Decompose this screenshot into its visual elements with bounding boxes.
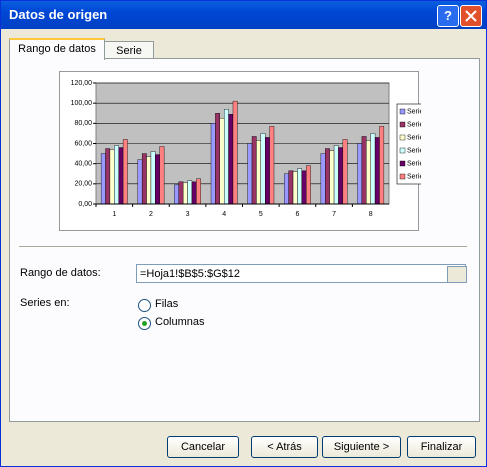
bar bbox=[342, 139, 348, 205]
bar bbox=[114, 145, 119, 205]
bar bbox=[297, 168, 303, 205]
bar bbox=[325, 148, 330, 205]
bar bbox=[320, 153, 326, 205]
collapse-button[interactable] bbox=[447, 266, 467, 283]
legend-swatch bbox=[399, 108, 406, 115]
button[interactable]: Finalizar bbox=[407, 436, 476, 458]
title-bar: Datos de origen ? bbox=[1, 1, 486, 29]
bar bbox=[109, 149, 115, 205]
bar bbox=[105, 148, 111, 205]
x-tick-label: 1 bbox=[112, 211, 116, 218]
tab[interactable]: Rango de datos bbox=[9, 38, 105, 60]
legend-label: Serie3 bbox=[407, 134, 421, 141]
bar bbox=[141, 153, 147, 205]
bar bbox=[100, 153, 106, 205]
bar bbox=[215, 113, 220, 205]
y-tick-label: 80,00 bbox=[74, 120, 92, 127]
bar bbox=[228, 114, 234, 205]
radio-label[interactable]: Filas bbox=[155, 298, 179, 310]
bar bbox=[292, 171, 298, 205]
window-title: Datos de origen bbox=[9, 7, 108, 22]
bar bbox=[374, 137, 380, 205]
chart: 0,00 20,00 40,00 60,00 80,00 100,00 120,00 1 2 3 4… bbox=[71, 80, 421, 218]
bar bbox=[118, 147, 124, 205]
bar bbox=[155, 154, 160, 205]
y-tick-label: 100,00 bbox=[71, 100, 93, 107]
bar bbox=[288, 170, 294, 205]
range-label: Rango de datos: bbox=[20, 267, 101, 279]
help-button[interactable]: ? bbox=[437, 5, 459, 27]
bar bbox=[232, 100, 238, 205]
bar bbox=[191, 181, 197, 205]
bar bbox=[265, 137, 270, 205]
legend-box bbox=[396, 103, 421, 185]
legend-swatch bbox=[399, 160, 406, 167]
legend-swatch bbox=[399, 134, 406, 141]
button[interactable]: < Atrás bbox=[251, 436, 318, 458]
x-tick-label: 6 bbox=[295, 211, 299, 218]
bar bbox=[223, 109, 229, 205]
legend-label: Serie6 bbox=[407, 173, 421, 180]
bar bbox=[379, 126, 385, 205]
radio[interactable] bbox=[138, 299, 151, 312]
series-in-label: Series en: bbox=[20, 297, 70, 309]
range-input[interactable]: =Hoja1!$B$5:$G$12 bbox=[136, 264, 466, 283]
radio-dot bbox=[142, 321, 147, 326]
legend-label: Serie1 bbox=[407, 108, 421, 115]
y-tick-label: 0,00 bbox=[78, 201, 92, 208]
tab[interactable]: Serie bbox=[104, 41, 154, 60]
x-tick-label: 3 bbox=[186, 211, 190, 218]
bar bbox=[219, 118, 225, 205]
x-tick-label: 8 bbox=[369, 211, 373, 218]
bar bbox=[182, 182, 188, 205]
bar bbox=[366, 140, 371, 205]
bar bbox=[178, 181, 184, 205]
bar bbox=[247, 143, 253, 205]
bar bbox=[370, 133, 376, 205]
bar bbox=[174, 184, 179, 205]
bar bbox=[329, 150, 335, 205]
legend-swatch bbox=[399, 121, 406, 128]
bar bbox=[159, 146, 165, 205]
close-icon bbox=[465, 10, 477, 22]
bar bbox=[338, 147, 344, 205]
legend-label: Serie5 bbox=[407, 160, 421, 167]
button[interactable]: Cancelar bbox=[167, 436, 239, 458]
bar bbox=[306, 165, 311, 205]
bar bbox=[361, 136, 367, 205]
radio[interactable] bbox=[138, 317, 151, 330]
bar bbox=[260, 133, 266, 205]
y-tick-label: 20,00 bbox=[74, 181, 92, 188]
separator bbox=[19, 246, 467, 248]
bar bbox=[122, 139, 128, 205]
x-tick-label: 7 bbox=[332, 211, 336, 218]
x-tick-label: 2 bbox=[149, 211, 153, 218]
bar bbox=[256, 140, 262, 205]
x-tick-label: 5 bbox=[259, 211, 263, 218]
legend-label: Serie4 bbox=[407, 147, 421, 154]
bar bbox=[251, 136, 257, 205]
legend-swatch bbox=[399, 173, 406, 180]
x-tick-label: 4 bbox=[222, 211, 226, 218]
bar bbox=[196, 178, 201, 205]
legend-swatch bbox=[399, 147, 406, 154]
bar bbox=[301, 170, 307, 205]
bar bbox=[269, 126, 275, 205]
button[interactable]: Siguiente > bbox=[322, 436, 401, 458]
radio-label[interactable]: Columnas bbox=[155, 316, 205, 328]
bar bbox=[210, 123, 216, 205]
bar bbox=[333, 145, 339, 205]
close-button[interactable] bbox=[460, 5, 482, 27]
y-tick-label: 120,00 bbox=[71, 80, 93, 87]
bar bbox=[146, 156, 152, 205]
y-tick-label: 40,00 bbox=[74, 161, 92, 168]
bar bbox=[357, 143, 363, 205]
legend-label: Serie2 bbox=[407, 121, 421, 128]
bar bbox=[284, 173, 289, 205]
bar bbox=[187, 180, 193, 205]
y-tick-label: 60,00 bbox=[74, 140, 92, 147]
bar bbox=[150, 151, 156, 205]
bar bbox=[137, 159, 143, 205]
